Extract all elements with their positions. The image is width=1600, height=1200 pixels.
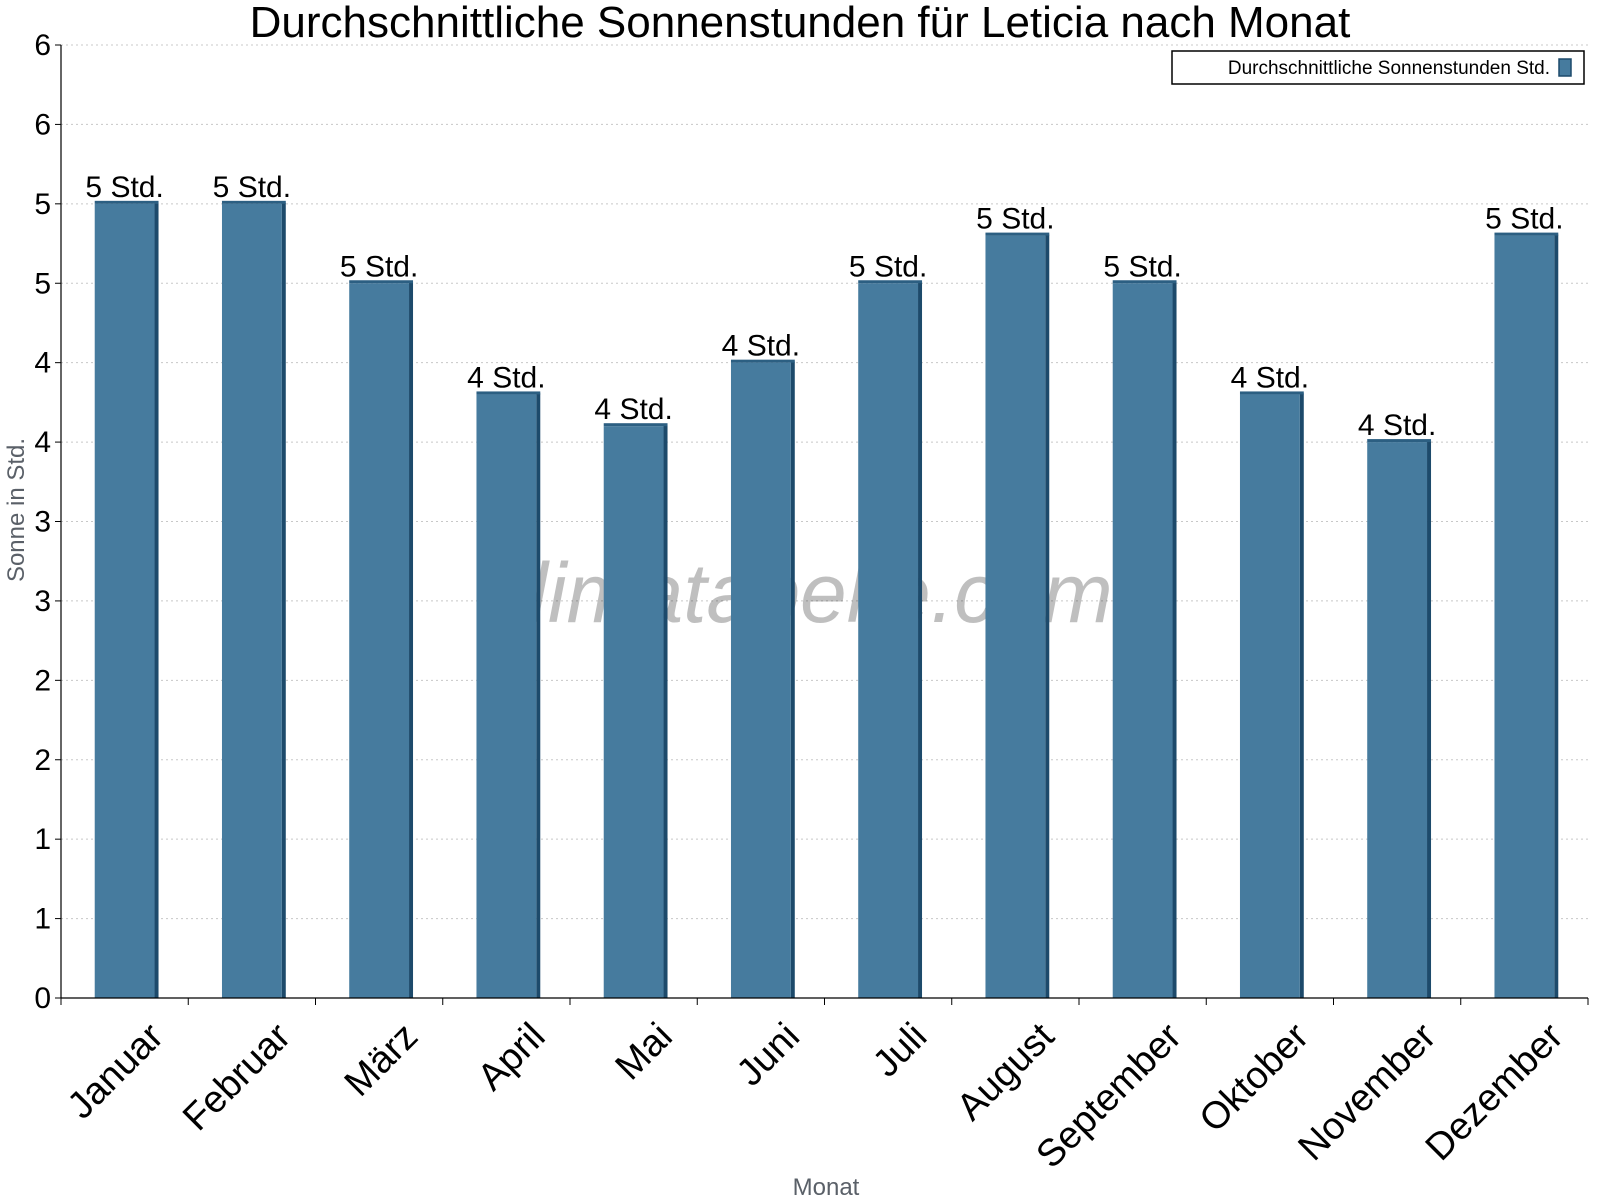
data-label: 5 Std. (1103, 250, 1181, 283)
bar-side (1427, 441, 1432, 998)
bar-side (1554, 234, 1559, 999)
x-axis-title: Monat (793, 1174, 860, 1200)
bar-side (790, 361, 795, 999)
bar-top (985, 232, 1050, 236)
bar-top (1367, 439, 1432, 443)
y-tick-label: 3 (34, 506, 51, 539)
bar (730, 362, 791, 999)
data-label: 5 Std. (976, 203, 1054, 236)
data-label: 5 Std. (340, 250, 418, 283)
data-label: 5 Std. (85, 171, 163, 204)
bar-top (1494, 232, 1559, 236)
y-tick-label: 0 (34, 982, 51, 1015)
category-label: November (1291, 1015, 1445, 1169)
y-tick-label: 2 (34, 744, 51, 777)
legend: Durchschnittliche Sonnenstunden Std. (1171, 50, 1585, 85)
y-tick-label: 3 (34, 585, 51, 618)
bar-top (1112, 280, 1177, 284)
category-label: Januar (60, 1015, 172, 1127)
bar-top (349, 280, 414, 284)
bar (1112, 283, 1173, 998)
category-label: Oktober (1192, 1015, 1318, 1141)
category-label: März (337, 1015, 426, 1104)
y-tick-label: 1 (34, 903, 51, 936)
bar (476, 394, 537, 998)
bar-top (730, 359, 795, 363)
category-label: April (470, 1015, 553, 1098)
category-label: Juli (865, 1015, 935, 1085)
data-label: 5 Std. (213, 171, 291, 204)
data-label: 5 Std. (849, 250, 927, 283)
bar (603, 426, 664, 998)
bar-side (663, 425, 668, 998)
bar-top (94, 200, 159, 204)
bar (221, 203, 282, 999)
data-label: 4 Std. (1231, 361, 1309, 394)
category-label: Mai (608, 1015, 681, 1088)
bar-side (1299, 393, 1304, 998)
y-tick-label: 4 (34, 426, 51, 459)
data-label: 4 Std. (1358, 409, 1436, 442)
y-tick-label: 6 (34, 108, 51, 141)
y-tick-label: 6 (34, 29, 51, 62)
bars (94, 200, 1559, 999)
bar-top (476, 391, 541, 395)
legend-box (1171, 50, 1585, 85)
bar-top (221, 200, 286, 204)
legend-swatch (1558, 58, 1572, 77)
bar-top (603, 423, 668, 427)
bar (1494, 235, 1555, 999)
y-tick-label: 4 (34, 347, 51, 380)
bar-side (409, 282, 414, 998)
data-label: 5 Std. (1485, 203, 1563, 236)
bar-top (1239, 391, 1304, 395)
bar-side (1045, 234, 1050, 999)
bar (94, 203, 155, 999)
bar (985, 235, 1046, 999)
bar (1239, 394, 1300, 998)
y-tick-label: 1 (34, 823, 51, 856)
category-label: August (949, 1015, 1063, 1129)
category-label: Juni (729, 1015, 808, 1094)
bar (858, 283, 919, 998)
bar (1367, 442, 1428, 998)
axes (55, 44, 1589, 1005)
category-label: Februar (175, 1015, 299, 1139)
bar (349, 283, 410, 998)
y-tick-label: 5 (34, 267, 51, 300)
bar-side (154, 202, 159, 999)
y-axis-title: Sonne in Std. (3, 438, 30, 582)
data-label: 4 Std. (722, 330, 800, 363)
bar-top (858, 280, 923, 284)
category-label: Dezember (1418, 1015, 1572, 1169)
data-label: 4 Std. (594, 393, 672, 426)
y-tick-label: 2 (34, 664, 51, 697)
bar-side (1172, 282, 1177, 998)
bar-side (918, 282, 923, 998)
bar-side (281, 202, 286, 999)
legend-label: Durchschnittliche Sonnenstunden Std. (1228, 58, 1550, 79)
bar-side (536, 393, 541, 998)
y-tick-label: 5 (34, 188, 51, 221)
data-label: 4 Std. (467, 361, 545, 394)
chart-title: Durchschnittliche Sonnenstunden für Leti… (250, 0, 1351, 47)
